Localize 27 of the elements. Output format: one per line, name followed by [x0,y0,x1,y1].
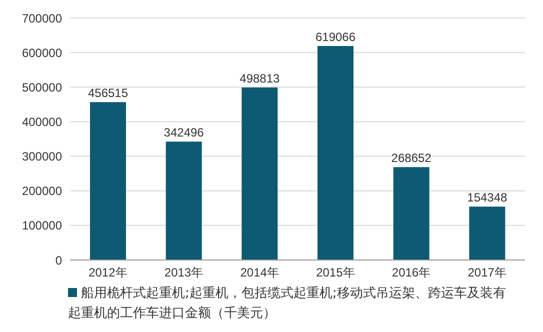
y-tick-label: 600000 [22,46,62,60]
y-tick-label: 700000 [22,11,62,26]
y-tick-label: 100000 [22,218,62,233]
data-label: 456515 [88,86,128,100]
y-tick-label: 400000 [22,114,62,129]
data-label: 154348 [467,190,508,205]
bar [393,167,430,260]
x-tick-label: 2017年 [468,266,506,280]
bar [318,46,354,260]
data-label: 498813 [240,72,280,86]
bar [166,142,202,260]
x-tick-label: 2015年 [316,266,355,280]
bar [90,102,126,260]
bar [469,206,506,260]
x-tick-label: 2012年 [88,266,128,280]
bar [242,88,278,260]
x-tick-label: 2014年 [240,266,279,280]
x-tick-label: 2013年 [164,266,204,280]
y-tick-label: 0 [55,253,62,268]
data-label: 268652 [391,151,432,166]
y-tick-label: 500000 [22,80,62,94]
y-tick-label: 300000 [22,150,62,164]
legend-label: 船用桅杆式起重机;起重机，包括缆式起重机;移动式吊运架、跨运车及装有起重机的工作车进口金额（千美元） [68,285,507,323]
x-tick-label: 2016年 [392,266,431,280]
y-tick-label: 200000 [22,184,62,198]
data-label: 342496 [164,126,204,140]
data-label: 619066 [315,30,356,44]
